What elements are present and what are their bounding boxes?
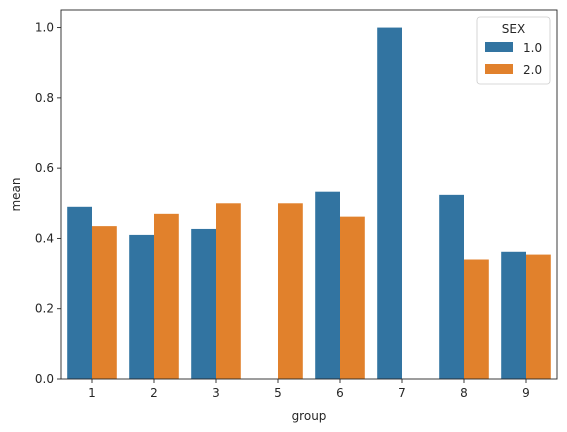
legend-title: SEX — [502, 22, 525, 36]
bar-group-2-sex-1.0 — [129, 234, 154, 379]
bar-group-9-sex-2.0 — [526, 254, 551, 379]
y-tick-label: 0.4 — [35, 231, 54, 245]
bar-group-3-sex-2.0 — [216, 203, 241, 379]
legend-label-2.0: 2.0 — [523, 63, 542, 77]
bar-group-1-sex-1.0 — [67, 206, 92, 379]
x-tick-label: 2 — [150, 386, 158, 400]
bar-group-3-sex-1.0 — [191, 228, 216, 379]
y-tick-label: 0.6 — [35, 161, 54, 175]
x-axis: 1 2 3 5 6 7 8 9 — [88, 379, 530, 400]
x-axis-label: group — [292, 409, 327, 423]
bar-group-2-sex-2.0 — [154, 213, 179, 379]
legend-swatch-2.0 — [485, 64, 513, 74]
legend: SEX 1.0 2.0 — [476, 16, 551, 85]
y-axis: 0.0 0.2 0.4 0.6 0.8 1.0 — [35, 21, 61, 386]
legend-label-1.0: 1.0 — [523, 41, 542, 55]
x-tick-label: 3 — [212, 386, 220, 400]
y-tick-label: 0.8 — [35, 91, 54, 105]
x-tick-label: 7 — [398, 386, 406, 400]
plot-frame — [60, 9, 558, 380]
bar-group-1-sex-2.0 — [92, 226, 117, 379]
bars-layer — [67, 27, 551, 379]
y-tick-label: 0.0 — [35, 372, 54, 386]
x-tick-label: 8 — [460, 386, 468, 400]
y-tick-label: 1.0 — [35, 21, 54, 35]
bar-group-7-sex-1.0 — [377, 27, 402, 379]
bar-group-5-sex-2.0 — [278, 203, 303, 379]
legend-swatch-1.0 — [485, 42, 513, 52]
bar-group-6-sex-1.0 — [315, 191, 340, 379]
x-tick-label: 9 — [522, 386, 530, 400]
bar-group-8-sex-2.0 — [464, 259, 489, 379]
y-axis-label: mean — [9, 177, 23, 211]
bar-group-8-sex-1.0 — [439, 194, 464, 379]
x-tick-label: 6 — [336, 386, 344, 400]
x-tick-label: 1 — [88, 386, 96, 400]
x-tick-label: 5 — [274, 386, 282, 400]
y-tick-label: 0.2 — [35, 302, 54, 316]
bar-group-6-sex-2.0 — [340, 216, 365, 379]
bar-group-9-sex-1.0 — [501, 251, 526, 379]
